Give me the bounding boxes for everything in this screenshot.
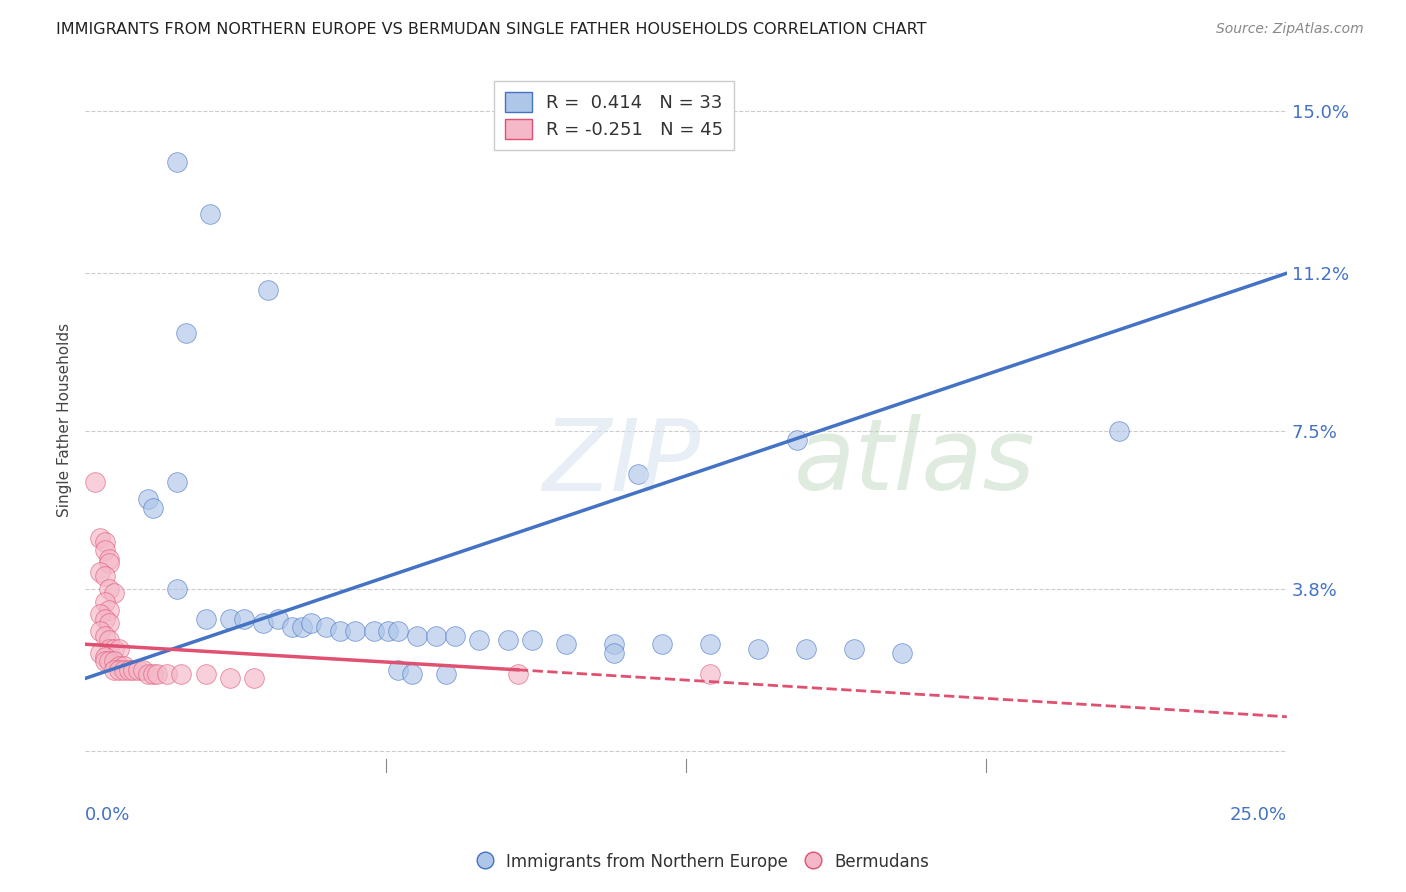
Point [89,624,111,639]
Point [98,632,121,647]
Text: 25.0%: 25.0% [1230,806,1286,824]
Point [98,552,121,566]
Point [98,603,121,617]
Point [122,663,145,677]
Text: Source: ZipAtlas.com: Source: ZipAtlas.com [1216,22,1364,37]
Point [112,663,135,677]
Point [98,654,121,668]
Point [194,612,217,626]
Point [103,641,125,656]
Point [699,637,721,651]
Point [281,620,304,634]
Point [257,283,280,297]
Point [89,565,111,579]
Point [127,663,149,677]
Point [166,155,188,169]
Point [242,671,264,685]
Point [603,637,626,651]
Point [603,646,626,660]
Point [142,500,165,515]
Point [425,629,447,643]
Point [176,326,198,340]
Point [651,637,673,651]
Point [387,624,409,639]
Point [89,646,111,660]
Point [98,556,121,570]
Point [84,475,107,490]
Point [108,641,131,656]
Point [103,586,125,600]
Point [291,620,314,634]
Point [794,641,817,656]
Point [194,667,217,681]
Point [136,667,159,681]
Point [699,667,721,681]
Point [93,543,115,558]
Point [93,569,115,583]
Point [89,607,111,622]
Text: 0.0%: 0.0% [86,806,131,824]
Point [103,663,125,677]
Point [93,629,115,643]
Point [555,637,578,651]
Point [233,612,256,626]
Point [98,641,121,656]
Point [401,667,423,681]
Point [218,671,240,685]
Point [156,667,179,681]
Point [377,624,399,639]
Point [93,594,115,608]
Point [498,632,520,647]
Point [444,629,467,643]
Point [112,658,135,673]
Point [166,475,188,490]
Point [747,641,769,656]
Point [142,667,165,681]
Point [891,646,914,660]
Point [108,663,131,677]
Point [170,667,193,681]
Text: atlas: atlas [794,414,1036,511]
Point [315,620,337,634]
Point [266,612,288,626]
Point [93,535,115,549]
Point [146,667,169,681]
Legend: Immigrants from Northern Europe, Bermudans: Immigrants from Northern Europe, Bermuda… [468,845,938,880]
Point [252,615,274,630]
Point [406,629,429,643]
Point [93,612,115,626]
Point [98,615,121,630]
Point [506,667,529,681]
Point [844,641,866,656]
Point [218,612,240,626]
Point [343,624,366,639]
Legend: R =  0.414   N = 33, R = -0.251   N = 45: R = 0.414 N = 33, R = -0.251 N = 45 [494,81,734,150]
Point [1108,424,1130,438]
Point [103,654,125,668]
Text: ZIP: ZIP [541,414,700,511]
Point [627,467,650,481]
Y-axis label: Single Father Households: Single Father Households [58,323,72,517]
Point [108,658,131,673]
Point [468,632,491,647]
Point [434,667,457,681]
Point [117,663,139,677]
Point [363,624,385,639]
Point [98,582,121,596]
Point [329,624,352,639]
Point [89,531,111,545]
Point [522,632,544,647]
Point [93,654,115,668]
Point [786,433,808,447]
Point [166,582,188,596]
Point [132,663,155,677]
Point [200,206,222,220]
Point [136,492,159,507]
Point [387,663,409,677]
Text: IMMIGRANTS FROM NORTHERN EUROPE VS BERMUDAN SINGLE FATHER HOUSEHOLDS CORRELATION: IMMIGRANTS FROM NORTHERN EUROPE VS BERMU… [56,22,927,37]
Point [299,615,322,630]
Point [93,650,115,665]
